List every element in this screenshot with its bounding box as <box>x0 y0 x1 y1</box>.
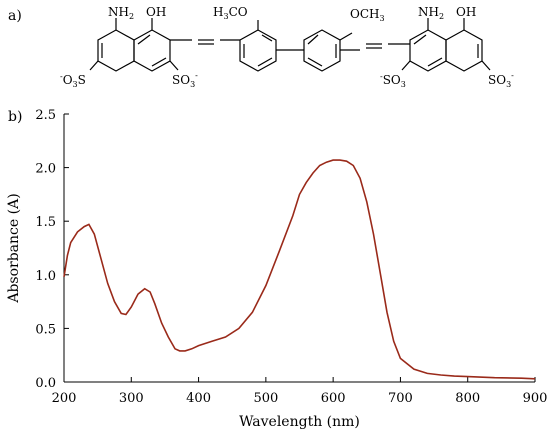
y-axis-title: Absorbance (A) <box>6 193 22 303</box>
y-tick-label: 0.0 <box>35 376 56 391</box>
x-tick-label: 500 <box>253 391 278 406</box>
panel-label-a: a) <box>8 8 22 24</box>
panel-label-b: b) <box>8 109 22 125</box>
y-tick-label: 1.0 <box>35 269 56 284</box>
left-hydroxyl-label: OH <box>146 5 166 19</box>
x-tick-label: 700 <box>388 391 413 406</box>
y-tick-label: 0.5 <box>35 322 56 337</box>
y-tick-label: 2.0 <box>35 162 56 177</box>
methoxy-right-label: OCH3 <box>350 7 385 23</box>
left-ring-inner <box>133 29 171 72</box>
right-amine-label: NH2 <box>418 5 444 21</box>
right-sulfonate-b: SO3- <box>488 71 514 89</box>
benzene-left <box>239 29 277 72</box>
right-ring-inner <box>409 29 447 72</box>
x-tick-label: 600 <box>321 391 346 406</box>
x-tick-label: 300 <box>119 391 144 406</box>
absorbance-chart: 200 300 400 500 600 700 800 900 0.0 0.5 1.0 1.5 2.0 2… <box>6 108 547 430</box>
y-tick-label: 2.5 <box>35 108 56 123</box>
absorbance-series-line <box>63 159 536 380</box>
x-tick-label: 400 <box>186 391 211 406</box>
benzene-right <box>303 29 341 72</box>
x-tick-label: 800 <box>455 391 480 406</box>
left-ring-outer <box>97 29 135 72</box>
molecule-structure: NH2 OH H3CO OCH3 NH2 OH -O3S SO3- -SO3 S… <box>60 5 514 89</box>
left-amine-label: NH2 <box>108 5 134 21</box>
right-hydroxyl-label: OH <box>456 5 476 19</box>
left-sulfonate-b: SO3- <box>172 71 198 89</box>
x-tick-label: 900 <box>523 391 548 406</box>
right-sulfonate-a: -SO3 <box>380 72 406 89</box>
methoxy-left-label: H3CO <box>213 5 248 21</box>
y-tick-label: 1.5 <box>35 215 56 230</box>
right-ring-outer <box>445 29 483 72</box>
x-axis-title: Wavelength (nm) <box>239 414 360 430</box>
left-sulfonate-a: -O3S <box>60 72 86 89</box>
x-tick-label: 200 <box>52 391 77 406</box>
